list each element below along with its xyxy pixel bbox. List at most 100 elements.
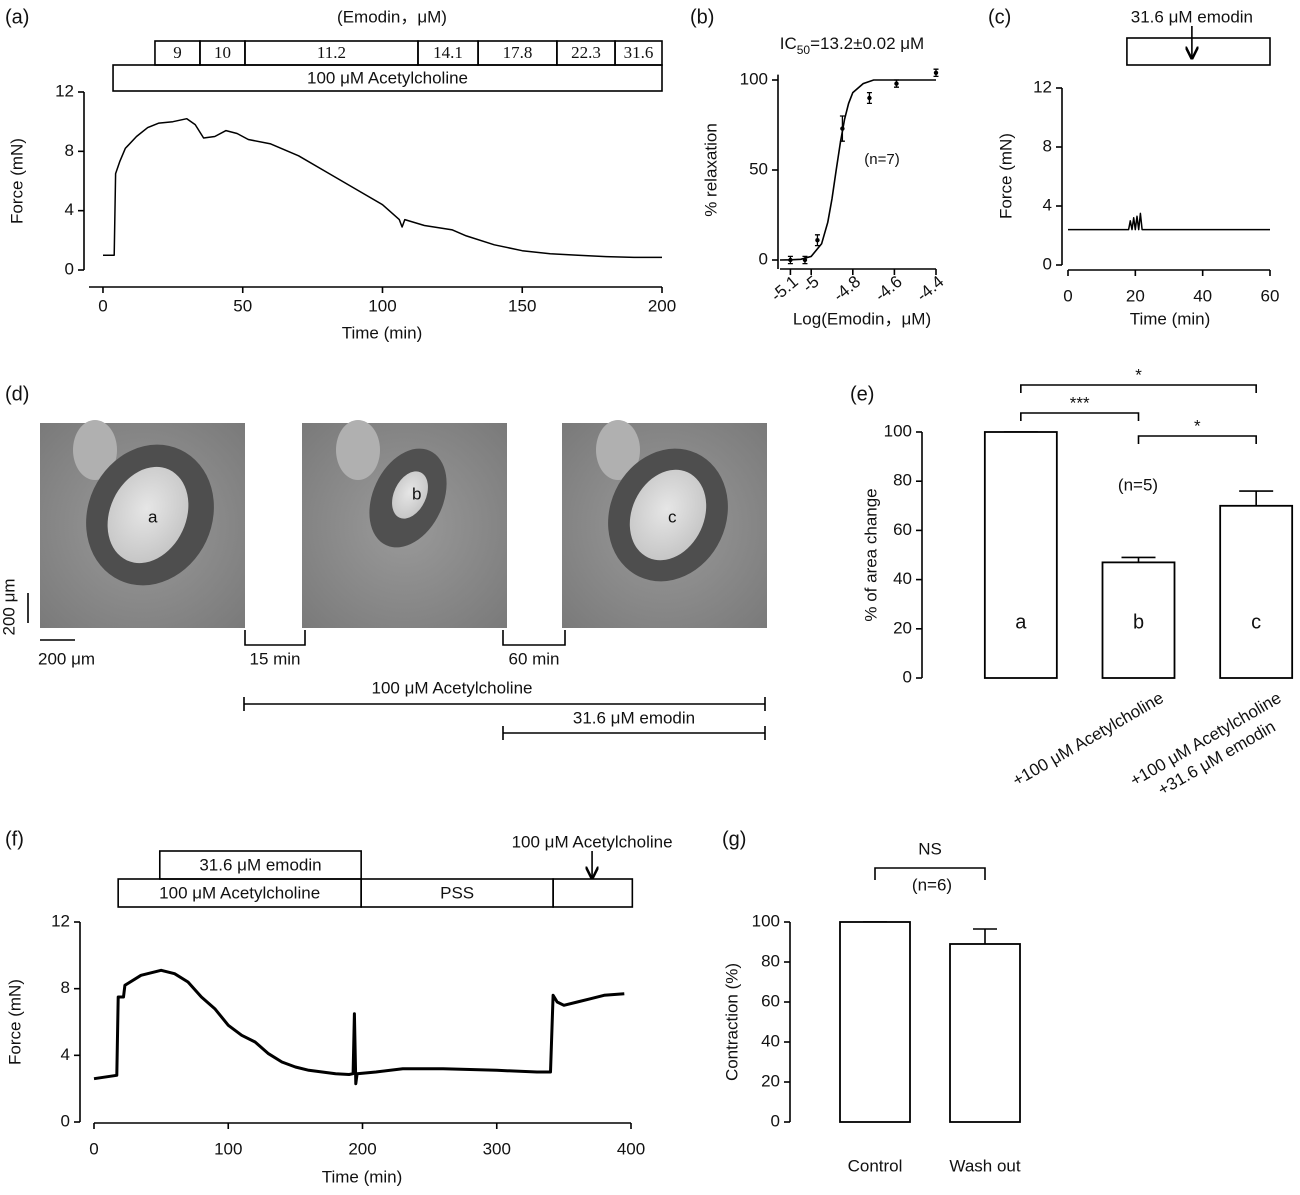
x-tick-label: 60 [1261,286,1280,305]
treatment-label: 10 [214,43,231,62]
x-tick-label: -5.1 [767,272,802,305]
scale-bar-label: 200 μm [0,578,18,635]
y-tick-label: 8 [65,141,74,160]
significance-bracket [1137,435,1257,444]
micrograph: b [302,420,507,628]
trace [103,117,662,259]
treatment-label: 9 [173,43,182,62]
panel-label: (f) [5,828,24,850]
header: (Emodin，μM) [337,7,447,26]
point [815,238,820,243]
panel-label: (a) [5,6,29,28]
y-tick-label: 0 [903,667,912,686]
x-tick-label: 200 [648,296,676,315]
x-tick-label: 50 [233,296,252,315]
y-tick-label: 0 [61,1111,70,1130]
x-tick-label: 100 [368,296,396,315]
y-axis-label: Force (mN) [996,133,1015,219]
treatment-box [552,878,634,908]
treatment-label: PSS [440,883,474,902]
trace [1068,212,1270,231]
trace [93,968,625,1086]
bar [1219,504,1294,679]
panel-label: (g) [722,828,746,850]
image-label: b [412,484,421,503]
y-tick-label: 80 [761,951,780,970]
treatment-label: 31.6 μM emodin [199,855,321,874]
y-tick-label: 50 [749,159,768,178]
y-tick-label: 60 [761,991,780,1010]
y-tick-label: 40 [761,1031,780,1050]
y-tick-label: 12 [1033,77,1052,96]
x-tick-label: 0 [1063,286,1072,305]
error-bar [1239,490,1274,506]
treatment-box [112,64,663,92]
panel-label: (c) [988,6,1011,28]
y-tick-label: 100 [884,421,912,440]
y-axis-label: Force (mN) [5,979,24,1065]
significance-bracket [1020,384,1257,393]
x-tick-label: 400 [617,1139,645,1158]
point [867,95,872,101]
significance-label: * [1194,416,1201,435]
title-part: IC [780,34,797,53]
x-tick-label: 300 [483,1139,511,1158]
x-tick-label: 0 [89,1139,98,1158]
x-tick-label: Control [848,1156,903,1175]
treatment-label: 14.1 [433,43,463,62]
y-tick-label: 60 [893,520,912,539]
x-tick-label: -4.8 [830,272,865,305]
x-tick-label: 0 [98,296,107,315]
y-tick-label: 0 [759,249,768,268]
bar-label: b [1133,611,1144,633]
annotation: (n=5) [1118,475,1158,494]
x-axis-label: Log(Emodin，μM) [793,309,931,328]
panel-label: (d) [5,383,29,405]
y-axis-label: Force (mN) [7,138,26,224]
chart-title: IC50=13.2±0.02 μM [780,34,924,57]
micrograph: a [40,420,245,628]
bar [1101,561,1176,679]
y-axis-label: Contraction (%) [722,963,741,1081]
y-tick-label: 12 [55,81,74,100]
x-tick-label: -4.4 [913,272,948,305]
title-part: =13.2±0.02 μM [810,34,924,53]
annotation: (n=7) [864,151,899,168]
x-tick-label-group: Wash out [949,1156,1020,1175]
significance-label: NS [918,839,942,858]
y-tick-label: 0 [65,259,74,278]
y-tick-label: 20 [893,618,912,637]
point [802,257,808,263]
point [894,81,899,86]
x-axis-label: Time (min) [322,1167,403,1186]
treatment-label: 100 μM Acetylcholine [159,883,320,902]
y-tick-label: 8 [1043,136,1052,155]
point [933,70,939,76]
x-axis-label: Time (min) [1130,309,1211,328]
image-panel: (d) a b c 200 μm 200 μm 15 min 6 [0,383,767,740]
arrow-label: 31.6 μM emodin [1131,7,1253,26]
arrow-label: 100 μM Acetylcholine [512,832,673,851]
interval-bracket [502,630,566,646]
significance-label: *** [1070,393,1090,412]
y-tick-label: 4 [65,200,74,219]
treatment-label: 22.3 [571,43,601,62]
y-tick-label: 0 [1043,254,1052,273]
interval-bracket [244,630,306,646]
y-axis-label: % of area change [861,488,880,621]
x-tick-label: 150 [508,296,536,315]
treatment-label: 31.6 [624,43,654,62]
x-tick-label: 100 [214,1139,242,1158]
x-tick-label-group: Control [848,1156,903,1175]
x-tick-label: Wash out [949,1156,1020,1175]
y-tick-label: 0 [771,1111,780,1130]
bar-label: a [1015,611,1027,633]
y-tick-label: 100 [752,911,780,930]
significance-bracket [874,867,986,880]
y-tick-label: 20 [761,1071,780,1090]
bar [983,431,1058,679]
fit-curve [779,79,936,261]
x-tick-label: -4.6 [871,272,906,305]
y-tick-label: 80 [893,471,912,490]
scale-bar-label: 200 μm [38,649,95,668]
